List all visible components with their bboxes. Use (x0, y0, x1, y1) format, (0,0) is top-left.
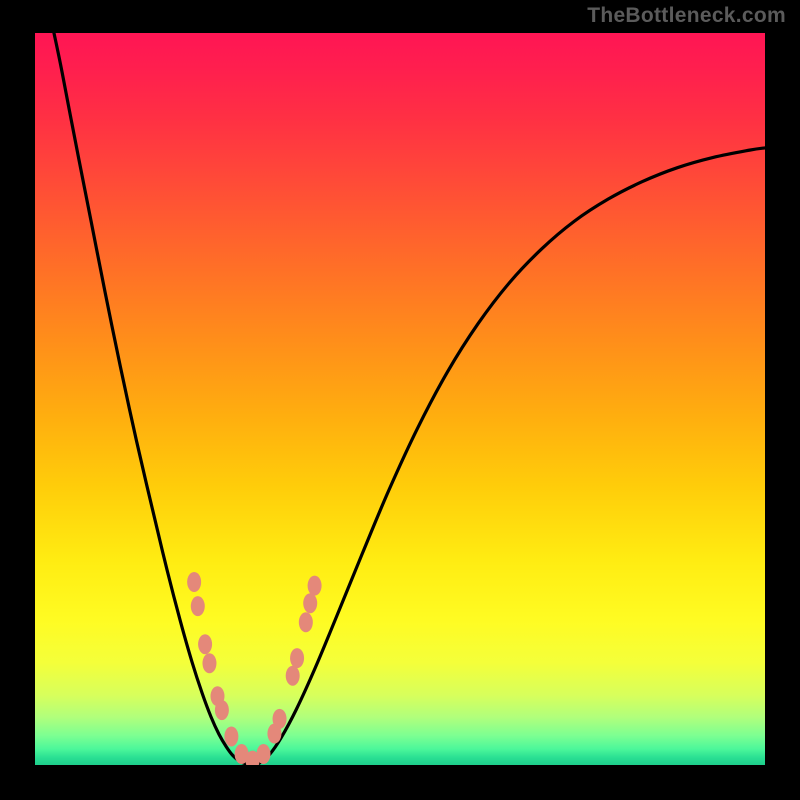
curve-marker (303, 593, 317, 613)
curve-marker (187, 572, 201, 592)
curve-marker (290, 648, 304, 668)
marker-group (187, 572, 321, 765)
curve-marker (191, 596, 205, 616)
curve-marker (273, 709, 287, 729)
curve-marker (299, 612, 313, 632)
bottleneck-curve (35, 33, 765, 765)
curve-marker (202, 653, 216, 673)
curve-marker (224, 726, 238, 746)
chart-frame: TheBottleneck.com (0, 0, 800, 800)
curve-marker (215, 700, 229, 720)
watermark-text: TheBottleneck.com (587, 4, 786, 28)
plot-area (35, 33, 765, 765)
curve-marker (198, 634, 212, 654)
curve-marker (308, 576, 322, 596)
curve-marker (256, 744, 270, 764)
curve-marker (286, 666, 300, 686)
curve-path (54, 33, 765, 765)
